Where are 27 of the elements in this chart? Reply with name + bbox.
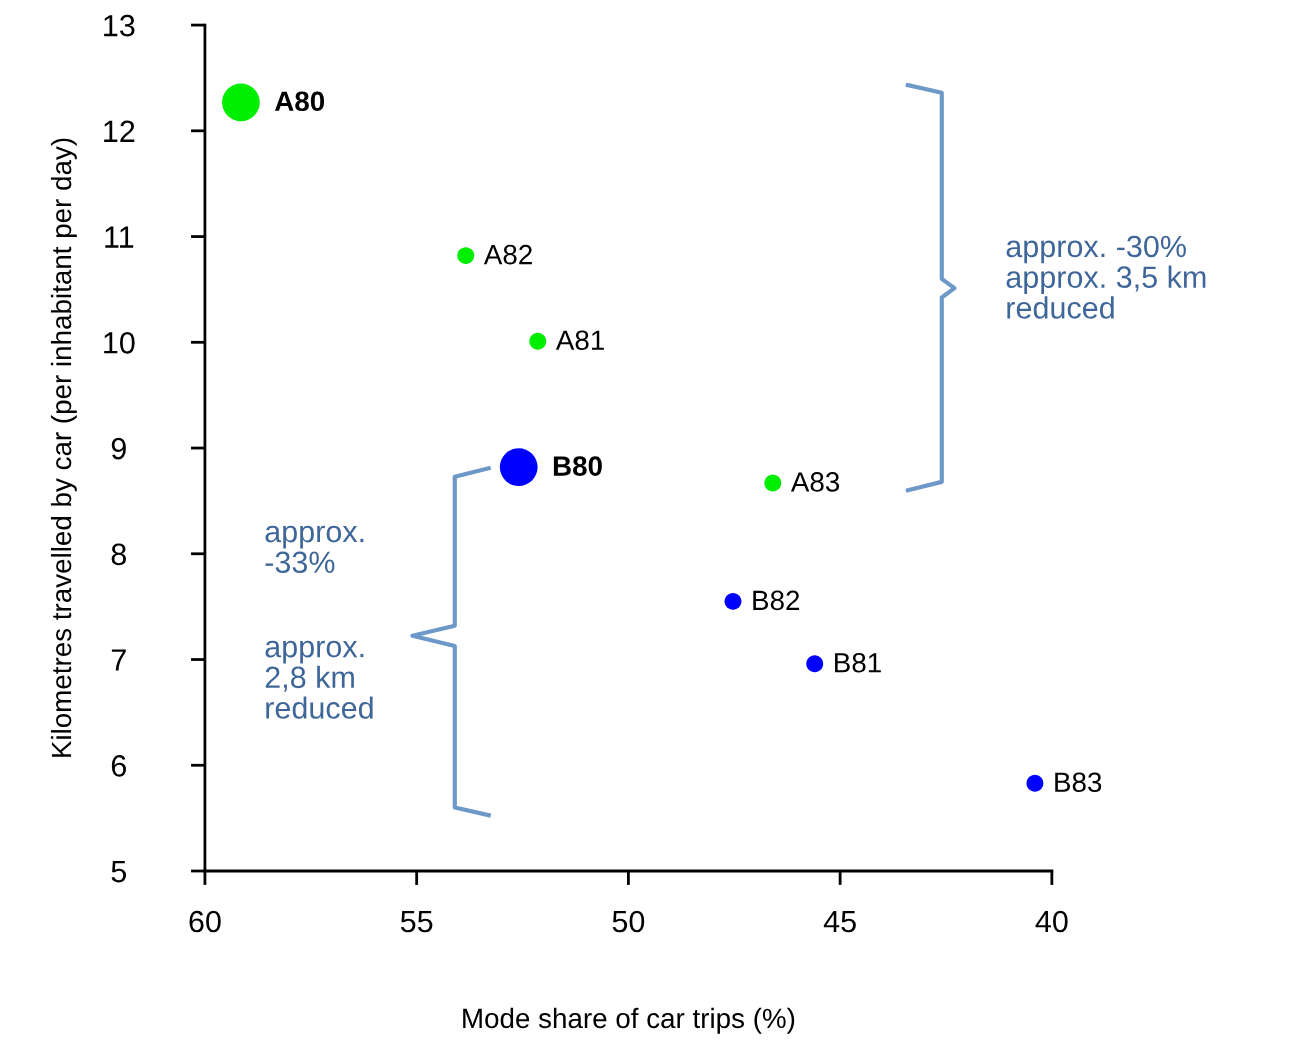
x-tick-label: 45	[823, 911, 856, 933]
annotation: A82	[483, 244, 532, 265]
y-tick-label: 13	[104, 14, 135, 37]
x-axis-title: Mode share of car trips (%)	[463, 1007, 795, 1034]
annotation: B82	[753, 590, 800, 611]
x-tick-label: 50	[612, 910, 645, 933]
y-tick-label: 9	[111, 437, 126, 460]
y-tick-label: 11	[105, 226, 134, 248]
y-tick-label: 12	[104, 120, 135, 142]
annotation: approx. -33%	[265, 525, 364, 574]
annotation: A81	[555, 330, 604, 351]
y-tick-label: 6	[111, 755, 126, 777]
x-tick-label: 60	[189, 910, 221, 933]
x-tick-label: 40	[1035, 910, 1068, 933]
annotation: B83	[1055, 772, 1102, 793]
annotation: A83	[790, 472, 840, 492]
x-tick-label: 55	[400, 911, 433, 933]
y-axis-title: Kilometres travelled by car (per inhabitant per day)	[50, 138, 77, 757]
annotation: B80	[553, 456, 602, 476]
y-tick-label: 8	[111, 543, 126, 566]
y-tick-label: 10	[104, 332, 135, 354]
y-tick-label: 5	[111, 861, 127, 883]
y-tick-label: 7	[111, 649, 126, 671]
annotation: approx. -30% approx. 3,5 km reduced	[1006, 235, 1206, 319]
annotation: approx. 2,8 km reduced	[265, 640, 373, 719]
annotation: A80	[274, 91, 325, 112]
annotation: B81	[835, 652, 881, 673]
